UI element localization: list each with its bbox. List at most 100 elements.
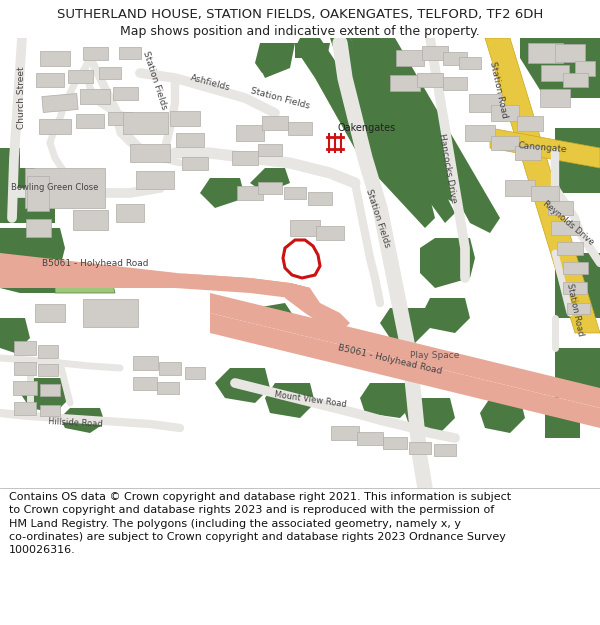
Polygon shape	[520, 38, 600, 98]
Bar	[288, 121, 312, 134]
Text: Hillside Road: Hillside Road	[47, 417, 103, 429]
Polygon shape	[485, 38, 600, 333]
Polygon shape	[330, 38, 455, 223]
Bar	[390, 75, 420, 91]
Bar	[176, 133, 204, 147]
Text: Mount View Road: Mount View Road	[273, 391, 347, 409]
Polygon shape	[285, 283, 350, 333]
Bar	[284, 187, 306, 199]
Text: Station Road: Station Road	[565, 283, 585, 337]
Bar	[383, 437, 407, 449]
Polygon shape	[55, 273, 115, 293]
Bar	[38, 364, 58, 376]
Polygon shape	[360, 383, 415, 418]
Bar	[290, 220, 320, 236]
Text: Contains OS data © Crown copyright and database right 2021. This information is : Contains OS data © Crown copyright and d…	[9, 492, 511, 555]
Bar	[548, 201, 572, 215]
Text: Hancocks Drive: Hancocks Drive	[437, 132, 458, 204]
Bar	[331, 426, 359, 440]
Text: Canongate: Canongate	[517, 141, 567, 154]
Polygon shape	[490, 128, 600, 168]
Text: Station Fields: Station Fields	[250, 86, 311, 110]
Polygon shape	[215, 368, 270, 403]
Polygon shape	[260, 43, 295, 78]
Bar	[563, 262, 587, 274]
Polygon shape	[265, 383, 315, 418]
Bar	[133, 376, 157, 389]
Bar	[409, 442, 431, 454]
Bar	[14, 361, 36, 374]
Bar	[505, 180, 535, 196]
Text: B5061 - Holyhead Road: B5061 - Holyhead Road	[42, 259, 148, 268]
Polygon shape	[0, 273, 310, 303]
Bar	[182, 156, 208, 169]
Bar	[258, 182, 282, 194]
Bar	[540, 89, 570, 107]
Polygon shape	[20, 378, 70, 413]
Bar	[133, 356, 157, 370]
Polygon shape	[375, 38, 500, 233]
Bar	[566, 302, 589, 314]
Bar	[116, 204, 144, 222]
Polygon shape	[350, 38, 470, 208]
Text: B5061 - Holyhead Road: B5061 - Holyhead Road	[337, 344, 443, 376]
Bar	[42, 94, 78, 112]
Bar	[38, 344, 58, 357]
Bar	[83, 299, 137, 327]
Polygon shape	[420, 238, 475, 288]
Bar	[113, 86, 137, 99]
Polygon shape	[255, 303, 295, 328]
Bar	[262, 116, 288, 130]
Bar	[491, 136, 519, 150]
Bar	[422, 46, 448, 60]
Bar	[469, 94, 501, 112]
Bar	[40, 51, 70, 66]
Bar	[465, 125, 495, 141]
Bar	[107, 111, 133, 124]
Polygon shape	[555, 128, 600, 193]
Bar	[459, 57, 481, 69]
Bar	[119, 47, 141, 59]
Bar	[443, 51, 467, 64]
Bar	[575, 61, 595, 76]
Bar	[443, 76, 467, 89]
Bar	[357, 431, 383, 444]
Bar	[316, 226, 344, 240]
Bar	[396, 50, 424, 66]
Bar	[35, 304, 65, 322]
Polygon shape	[555, 253, 600, 318]
Bar	[67, 69, 92, 82]
Bar	[515, 146, 541, 160]
Polygon shape	[0, 148, 20, 168]
Bar	[13, 381, 37, 395]
Bar	[99, 67, 121, 79]
Bar	[39, 119, 71, 134]
Polygon shape	[250, 168, 290, 193]
Polygon shape	[0, 318, 30, 353]
Polygon shape	[380, 308, 430, 343]
Bar	[136, 171, 174, 189]
Text: SUTHERLAND HOUSE, STATION FIELDS, OAKENGATES, TELFORD, TF2 6DH: SUTHERLAND HOUSE, STATION FIELDS, OAKENG…	[57, 8, 543, 21]
Polygon shape	[0, 263, 70, 293]
Polygon shape	[0, 198, 20, 223]
Polygon shape	[295, 38, 435, 228]
Polygon shape	[545, 408, 580, 438]
Bar	[258, 144, 282, 156]
Polygon shape	[420, 298, 470, 333]
Polygon shape	[310, 43, 330, 68]
Bar	[36, 73, 64, 87]
Polygon shape	[290, 283, 310, 303]
Text: Station Fields: Station Fields	[141, 49, 169, 111]
Bar	[170, 111, 200, 126]
Bar	[417, 73, 443, 87]
Bar	[232, 151, 258, 165]
Polygon shape	[0, 253, 310, 288]
Bar	[14, 401, 36, 414]
Text: Bowling Green Close: Bowling Green Close	[11, 184, 98, 192]
Bar	[130, 144, 170, 162]
Text: Church Street: Church Street	[17, 67, 26, 129]
Bar	[527, 43, 563, 63]
Bar	[159, 361, 181, 374]
Bar	[434, 444, 456, 456]
Polygon shape	[200, 178, 245, 208]
